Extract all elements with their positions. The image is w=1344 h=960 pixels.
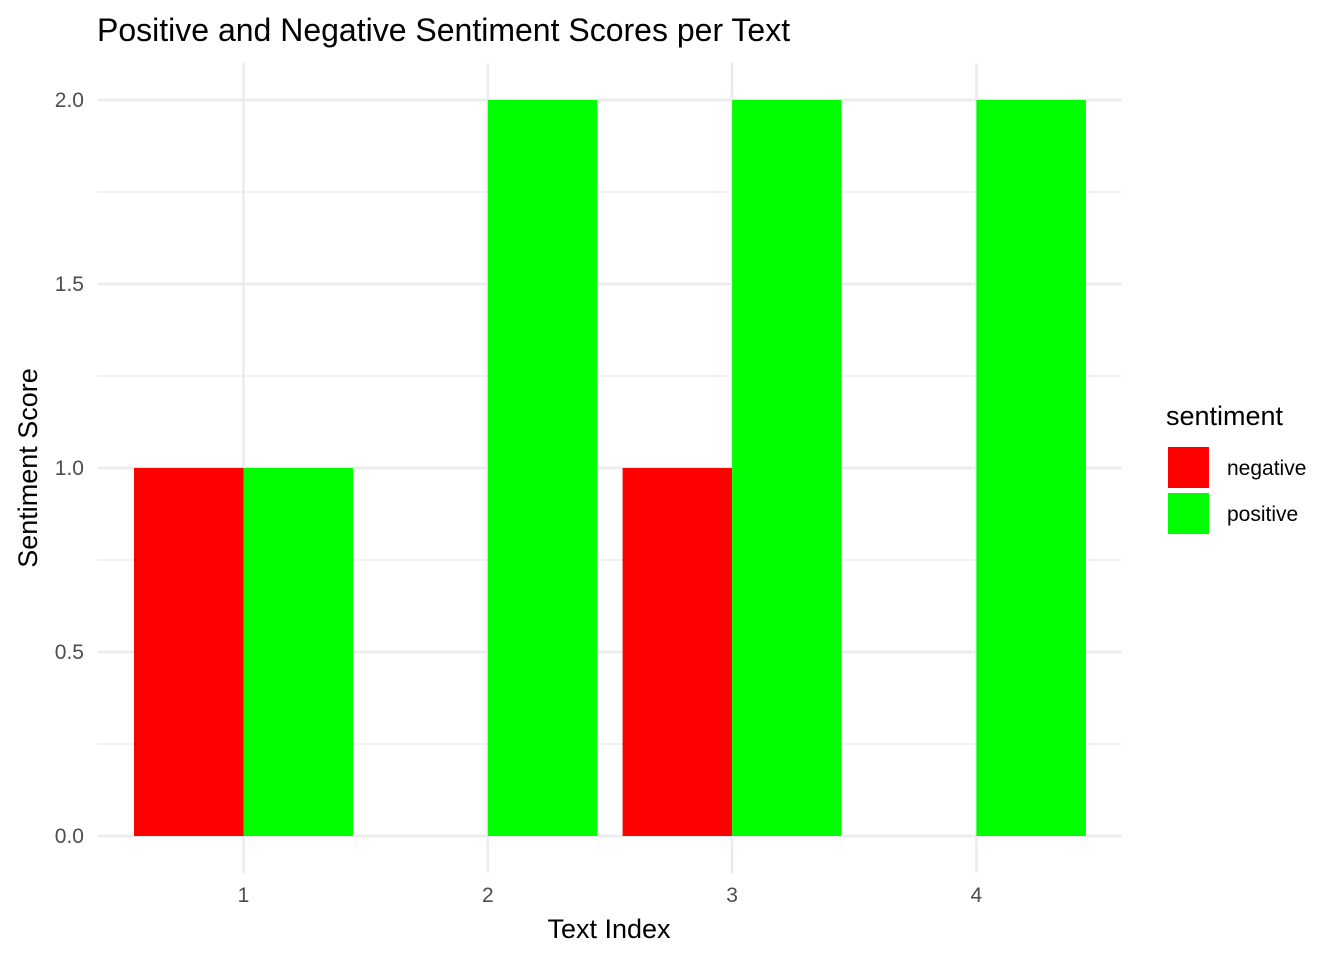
- y-axis-title: Sentiment Score: [13, 368, 43, 568]
- bar-positive-4: [976, 100, 1086, 836]
- x-tick-label: 2: [482, 884, 494, 907]
- x-axis-title: Text Index: [547, 914, 671, 944]
- x-tick-label: 1: [238, 884, 250, 907]
- legend-swatch-positive: [1168, 493, 1209, 534]
- legend-label-positive: positive: [1227, 503, 1298, 526]
- bars: [134, 100, 1086, 836]
- y-tick-label: 0.0: [55, 825, 84, 848]
- x-tick-label: 4: [971, 884, 983, 907]
- legend-label-negative: negative: [1227, 457, 1306, 480]
- bar-positive-1: [243, 468, 353, 836]
- legend: sentiment negative positive: [1166, 401, 1306, 535]
- bar-positive-2: [487, 100, 598, 836]
- y-tick-label: 1.0: [55, 457, 84, 480]
- x-tick-label: 3: [726, 884, 738, 907]
- bar-negative-3: [622, 468, 733, 836]
- bar-negative-1: [134, 468, 244, 836]
- chart-title: Positive and Negative Sentiment Scores p…: [97, 12, 790, 48]
- bar-positive-3: [732, 100, 842, 836]
- y-tick-label: 2.0: [55, 89, 84, 112]
- y-tick-label: 0.5: [55, 641, 84, 664]
- axes: 0.0 0.5 1.0 1.5 2.0 1 2 3 4: [55, 89, 983, 907]
- y-tick-label: 1.5: [55, 273, 84, 296]
- legend-title: sentiment: [1166, 401, 1284, 431]
- legend-swatch-negative: [1168, 447, 1209, 488]
